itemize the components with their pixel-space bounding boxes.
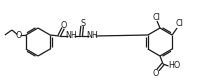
Text: NH: NH — [65, 31, 77, 40]
Text: NH: NH — [87, 31, 98, 40]
Text: O: O — [60, 21, 67, 30]
Text: S: S — [81, 18, 86, 27]
Text: O: O — [16, 30, 22, 39]
Text: Cl: Cl — [152, 13, 160, 22]
Text: O: O — [152, 68, 159, 78]
Text: Cl: Cl — [175, 19, 183, 28]
Text: HO: HO — [168, 61, 180, 70]
